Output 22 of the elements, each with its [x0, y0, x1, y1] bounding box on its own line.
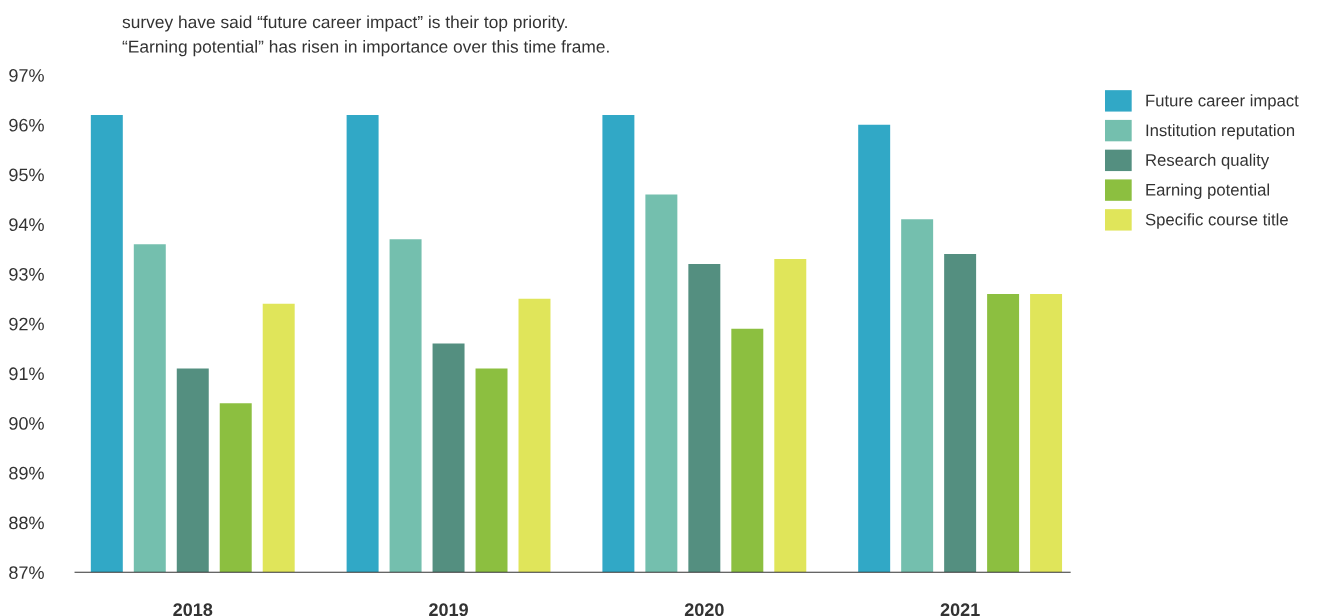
y-tick-label: 94% — [9, 218, 44, 232]
text: survey have said “future career impact” is their top priority. — [122, 15, 567, 32]
x-tick-label: 2021 — [940, 603, 980, 616]
text: “Earning potential” has risen in importance over this time frame. — [122, 40, 609, 57]
legend-label: Institution reputation — [1146, 123, 1295, 140]
x-tick-label: 2018 — [173, 603, 213, 616]
legend-label: Future career impact — [1146, 94, 1299, 110]
y-tick-label: 89% — [9, 466, 44, 480]
x-tick-label: 2020 — [684, 603, 724, 616]
y-tick-label: 88% — [9, 516, 44, 530]
y-tick-label: 87% — [9, 566, 44, 579]
legend-label: Specific course title — [1145, 213, 1288, 229]
y-tick-label: 96% — [9, 118, 44, 132]
legend-label: Earning potential — [1146, 183, 1269, 200]
y-tick-label: 95% — [9, 168, 44, 182]
y-tick-label: 92% — [9, 317, 44, 331]
legend-label: Research quality — [1146, 153, 1270, 170]
x-tick-label: 2019 — [429, 603, 468, 616]
y-tick-label: 93% — [9, 267, 44, 281]
y-tick-label: 91% — [9, 367, 44, 381]
y-tick-label: 90% — [9, 417, 44, 430]
y-tick-label: 97% — [9, 69, 44, 82]
